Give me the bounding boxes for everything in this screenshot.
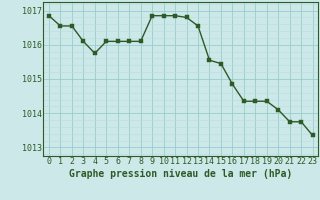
X-axis label: Graphe pression niveau de la mer (hPa): Graphe pression niveau de la mer (hPa)	[69, 169, 292, 179]
